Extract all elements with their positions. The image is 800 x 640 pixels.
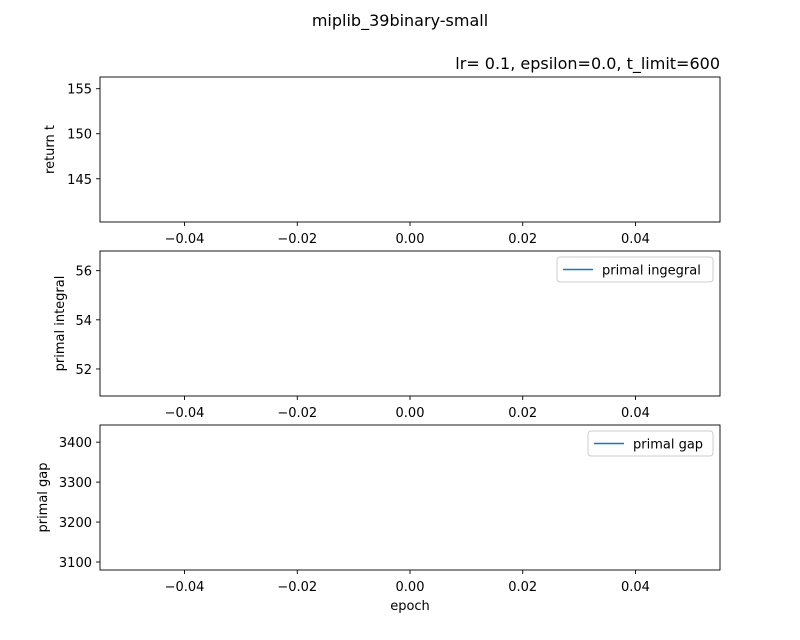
x-tick-label: 0.00 [396,232,425,247]
legend-label: primal gap [633,438,703,453]
legend: primal ingegral [556,256,714,283]
y-axis-label: primal gap [36,462,51,532]
legend-box [587,430,714,457]
y-axis-label: primal integral [53,276,68,372]
y-tick-label: 3200 [59,516,92,531]
x-tick-label: 0.04 [621,406,650,421]
y-tick-label: 3100 [59,556,92,571]
legend: primal gap [587,430,714,457]
x-axis-label: epoch [390,599,430,614]
legend-box [556,256,714,283]
y-tick-label: 56 [75,265,92,280]
x-tick-label: 0.04 [621,232,650,247]
x-tick-label: 0.02 [508,580,537,595]
axes-title: lr= 0.1, epsilon=0.0, t_limit=600 [455,54,720,74]
x-tick-label: 0.00 [396,580,425,595]
x-tick-label: −0.04 [165,406,205,421]
y-tick-label: 155 [67,83,92,98]
y-tick-label: 3400 [59,436,92,451]
legend-label: primal ingegral [602,264,701,279]
y-tick-label: 150 [67,128,92,143]
x-tick-label: −0.04 [165,580,205,595]
x-tick-label: −0.02 [277,232,317,247]
x-tick-label: 0.02 [508,232,537,247]
x-tick-label: −0.02 [277,580,317,595]
y-tick-label: 52 [75,363,92,378]
axes-panel-1: lr= 0.1, epsilon=0.0, t_limit=600 −0.04 −0… [43,54,721,247]
axes-frame [99,76,721,223]
x-tick-label: 0.04 [621,580,650,595]
figure-suptitle: miplib_39binary-small [312,11,488,31]
x-tick-label: 0.00 [396,406,425,421]
axes-panel-2: −0.04 −0.02 0.00 0.02 0.04 52 54 56 primal integ… [53,250,721,421]
x-tick-label: −0.04 [165,232,205,247]
y-tick-label: 145 [67,173,92,188]
y-tick-label: 54 [75,314,92,329]
axes-container: lr= 0.1, epsilon=0.0, t_limit=600−0.04 −0… [36,54,721,614]
y-tick-label: 3300 [59,476,92,491]
axes-panel-3: −0.04 −0.02 0.00 0.02 0.04 3100 3200 3300 3400 pr… [36,424,721,614]
y-axis-label: return t [43,125,58,174]
x-tick-label: −0.02 [277,406,317,421]
x-tick-label: 0.02 [508,406,537,421]
